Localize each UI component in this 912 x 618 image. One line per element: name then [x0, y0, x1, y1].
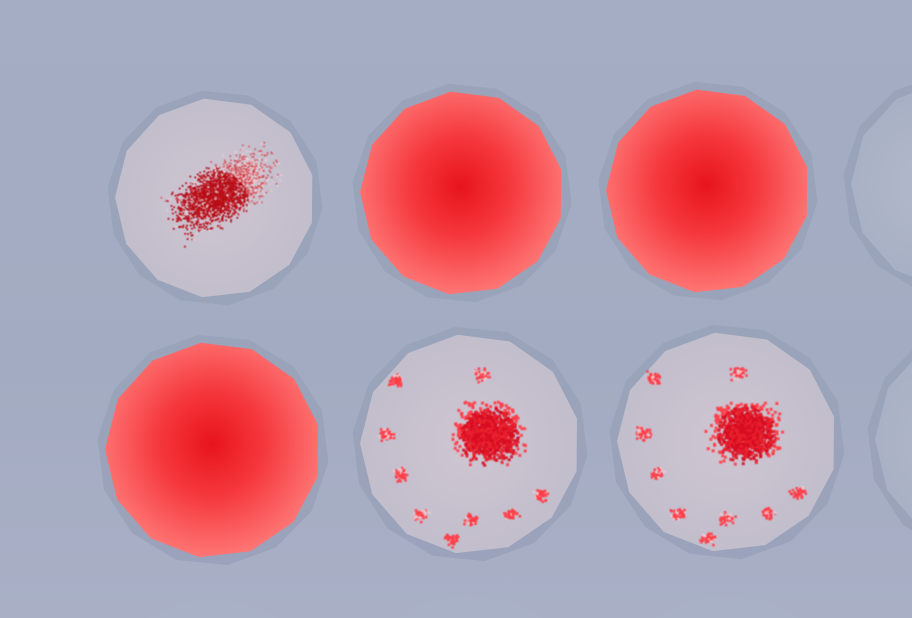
- petri-dish-row2-col1: [98, 335, 329, 565]
- dish-hint: [123, 600, 303, 618]
- petri-dish-row1-col4: [844, 74, 912, 296]
- petri-dish-row2-col2: [353, 327, 588, 561]
- petri-dish-row2-col3: [610, 325, 845, 559]
- petri-dish-row3-hints: [123, 595, 817, 618]
- dish-hint: [637, 595, 817, 618]
- dish-hint: [380, 595, 560, 618]
- petri-dish-row1-col1: [108, 91, 323, 305]
- petri-dish-row1-col3: [599, 82, 818, 300]
- petri-dish-row1-col2: [353, 84, 572, 302]
- petri-dish-row2-col4: [868, 323, 912, 557]
